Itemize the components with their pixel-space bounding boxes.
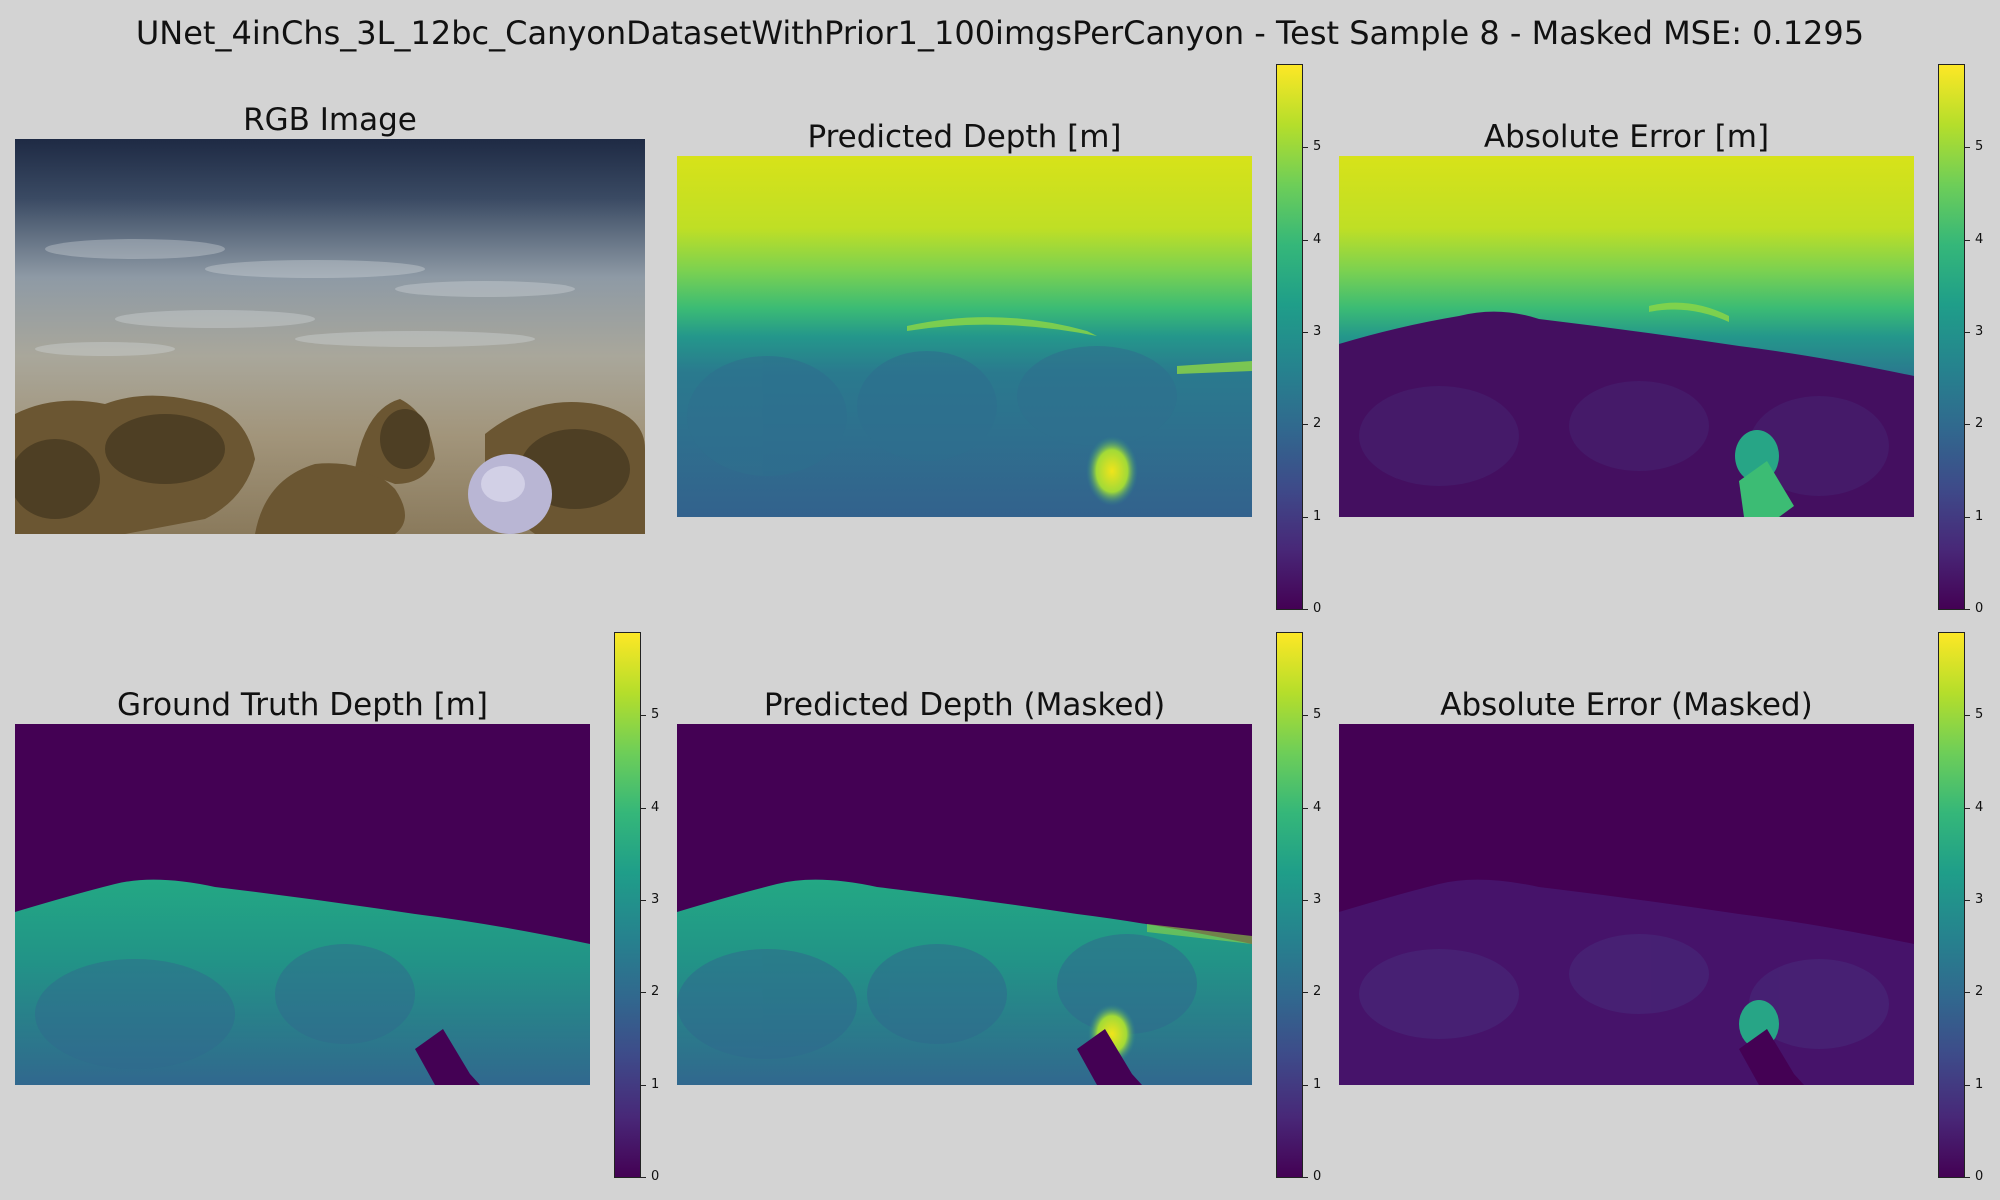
predicted-depth-colorbar — [1276, 64, 1303, 610]
colorbar-tick-3: 3 — [1313, 892, 1322, 907]
figure-title: UNet_4inChs_3L_12bc_CanyonDatasetWithPri… — [135, 14, 1865, 52]
rgb-image — [15, 139, 645, 534]
colorbar-tick-5: 5 — [1313, 707, 1322, 722]
colorbar-tick-1: 1 — [1313, 1077, 1322, 1092]
absolute-error-colorbar — [1938, 64, 1965, 610]
colorbar-tick-2: 2 — [1313, 416, 1322, 431]
predicted-depth-masked-title: Predicted Depth (Masked) — [763, 687, 1166, 723]
absolute-error-masked-map — [1339, 724, 1914, 1085]
colorbar-tick-2: 2 — [651, 984, 660, 999]
colorbar-tick-0: 0 — [1975, 1169, 1984, 1184]
colorbar-tick-0: 0 — [1975, 601, 1984, 616]
predicted-depth-map — [677, 156, 1252, 517]
predicted-depth-masked-colorbar — [1276, 632, 1303, 1178]
colorbar-tick-2: 2 — [1975, 984, 1984, 999]
colorbar-tick-4: 4 — [1313, 232, 1322, 247]
colorbar-tick-0: 0 — [1313, 1169, 1322, 1184]
colorbar-tick-0: 0 — [651, 1169, 660, 1184]
absolute-error-title: Absolute Error [m] — [1483, 119, 1770, 155]
colorbar-tick-5: 5 — [1975, 139, 1984, 154]
colorbar-tick-5: 5 — [1313, 139, 1322, 154]
colorbar-tick-1: 1 — [1313, 509, 1322, 524]
colorbar-tick-5: 5 — [1975, 707, 1984, 722]
colorbar-tick-4: 4 — [651, 800, 660, 815]
colorbar-tick-1: 1 — [1975, 509, 1984, 524]
colorbar-tick-3: 3 — [1313, 324, 1322, 339]
rgb-image-title: RGB Image — [243, 102, 417, 138]
colorbar-tick-2: 2 — [1313, 984, 1322, 999]
colorbar-tick-0: 0 — [1313, 601, 1322, 616]
colorbar-tick-3: 3 — [1975, 324, 1984, 339]
colorbar-tick-4: 4 — [1313, 800, 1322, 815]
colorbar-tick-4: 4 — [1975, 800, 1984, 815]
absolute-error-map — [1339, 156, 1914, 517]
colorbar-tick-4: 4 — [1975, 232, 1984, 247]
colorbar-tick-5: 5 — [651, 707, 660, 722]
colorbar-tick-1: 1 — [651, 1077, 660, 1092]
ground-truth-depth-colorbar — [614, 632, 641, 1178]
ground-truth-depth-map — [15, 724, 590, 1085]
colorbar-tick-2: 2 — [1975, 416, 1984, 431]
absolute-error-masked-colorbar — [1938, 632, 1965, 1178]
colorbar-tick-3: 3 — [651, 892, 660, 907]
colorbar-tick-1: 1 — [1975, 1077, 1984, 1092]
predicted-depth-title: Predicted Depth [m] — [807, 119, 1122, 155]
colorbar-tick-3: 3 — [1975, 892, 1984, 907]
ground-truth-depth-title: Ground Truth Depth [m] — [117, 687, 488, 723]
absolute-error-masked-title: Absolute Error (Masked) — [1440, 687, 1813, 723]
predicted-depth-masked-map — [677, 724, 1252, 1085]
